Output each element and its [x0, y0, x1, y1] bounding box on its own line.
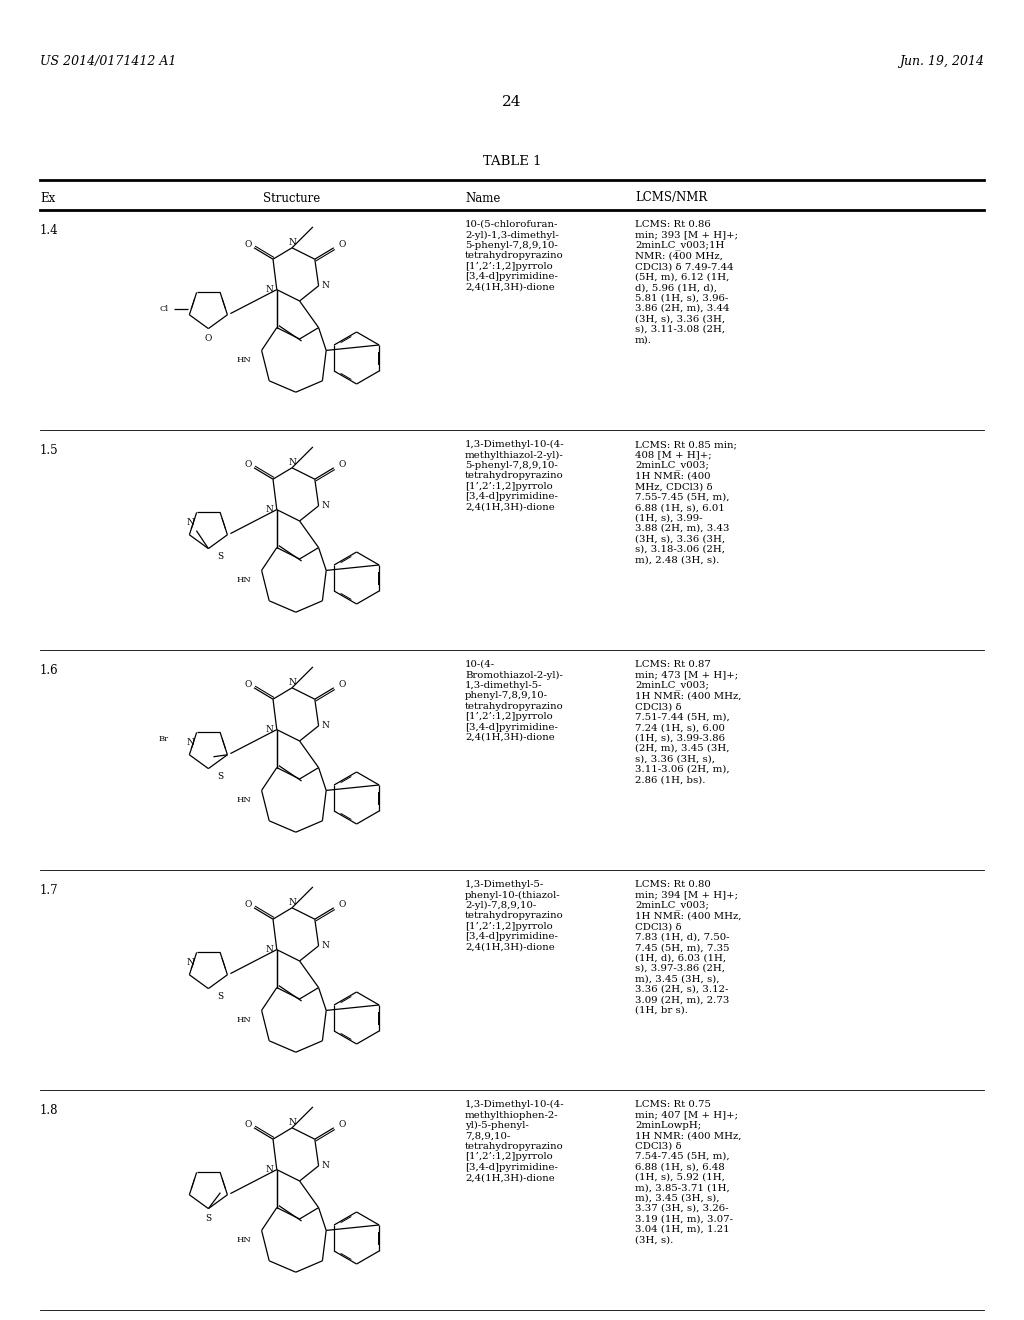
Text: S: S [206, 1214, 212, 1224]
Text: US 2014/0171412 A1: US 2014/0171412 A1 [40, 55, 176, 69]
Text: O: O [245, 461, 252, 470]
Text: HN: HN [237, 796, 251, 804]
Text: N: N [288, 899, 296, 907]
Text: N: N [288, 1118, 296, 1127]
Text: N: N [186, 519, 195, 527]
Text: 1.8: 1.8 [40, 1104, 58, 1117]
Text: N: N [322, 721, 330, 730]
Text: N: N [266, 506, 273, 513]
Text: 1.6: 1.6 [40, 664, 58, 677]
Text: 1.7: 1.7 [40, 884, 58, 898]
Text: O: O [338, 461, 345, 470]
Text: S: S [217, 993, 223, 1001]
Text: 1.5: 1.5 [40, 444, 58, 457]
Text: HN: HN [237, 577, 251, 585]
Text: 1.4: 1.4 [40, 224, 58, 238]
Text: O: O [338, 900, 345, 909]
Text: O: O [338, 680, 345, 689]
Text: LCMS: Rt 0.85 min;
408 [M + H]+;
2minLC_v003;
1H NMR: (400
MHz, CDCl3) δ
7.55-7.: LCMS: Rt 0.85 min; 408 [M + H]+; 2minLC_… [635, 440, 737, 564]
Text: 24: 24 [502, 95, 522, 110]
Text: HN: HN [237, 1237, 251, 1245]
Text: Br: Br [159, 735, 168, 743]
Text: N: N [288, 458, 296, 467]
Text: N: N [322, 281, 330, 290]
Text: N: N [266, 945, 273, 954]
Text: N: N [322, 941, 330, 950]
Text: 1,3-Dimethyl-10-(4-
methylthiazol-2-yl)-
5-phenyl-7,8,9,10-
tetrahydropyrazino
[: 1,3-Dimethyl-10-(4- methylthiazol-2-yl)-… [465, 440, 564, 512]
Text: HN: HN [237, 356, 251, 364]
Text: LCMS: Rt 0.86
min; 393 [M + H]+;
2minLC_v003;1H
NMR: (400 MHz,
CDCl3) δ 7.49-7.4: LCMS: Rt 0.86 min; 393 [M + H]+; 2minLC_… [635, 220, 738, 345]
Text: 10-(5-chlorofuran-
2-yl)-1,3-dimethyl-
5-phenyl-7,8,9,10-
tetrahydropyrazino
[1’: 10-(5-chlorofuran- 2-yl)-1,3-dimethyl- 5… [465, 220, 564, 292]
Text: O: O [245, 680, 252, 689]
Text: LCMS: Rt 0.87
min; 473 [M + H]+;
2minLC_v003;
1H NMR: (400 MHz,
CDCl3) δ
7.51-7.: LCMS: Rt 0.87 min; 473 [M + H]+; 2minLC_… [635, 660, 741, 784]
Text: O: O [245, 900, 252, 909]
Text: O: O [245, 1121, 252, 1130]
Text: O: O [205, 334, 212, 343]
Text: O: O [245, 240, 252, 249]
Text: N: N [186, 738, 195, 747]
Text: HN: HN [237, 1016, 251, 1024]
Text: 10-(4-
Bromothiazol-2-yl)-
1,3-dimethyl-5-
phenyl-7,8,9,10-
tetrahydropyrazino
[: 10-(4- Bromothiazol-2-yl)- 1,3-dimethyl-… [465, 660, 564, 742]
Text: Structure: Structure [263, 191, 321, 205]
Text: 1,3-Dimethyl-5-
phenyl-10-(thiazol-
2-yl)-7,8,9,10-
tetrahydropyrazino
[1’,2’:1,: 1,3-Dimethyl-5- phenyl-10-(thiazol- 2-yl… [465, 880, 564, 952]
Text: S: S [217, 772, 223, 781]
Text: S: S [217, 552, 223, 561]
Text: N: N [186, 958, 195, 968]
Text: Name: Name [465, 191, 501, 205]
Text: Jun. 19, 2014: Jun. 19, 2014 [899, 55, 984, 69]
Text: 1,3-Dimethyl-10-(4-
methylthiophen-2-
yl)-5-phenyl-
7,8,9,10-
tetrahydropyrazino: 1,3-Dimethyl-10-(4- methylthiophen-2- yl… [465, 1100, 564, 1183]
Text: LCMS: Rt 0.80
min; 394 [M + H]+;
2minLC_v003;
1H NMR: (400 MHz,
CDCl3) δ
7.83 (1: LCMS: Rt 0.80 min; 394 [M + H]+; 2minLC_… [635, 880, 741, 1015]
Text: N: N [266, 1166, 273, 1173]
Text: LCMS: Rt 0.75
min; 407 [M + H]+;
2minLowpH;
1H NMR: (400 MHz,
CDCl3) δ
7.54-7.45: LCMS: Rt 0.75 min; 407 [M + H]+; 2minLow… [635, 1100, 741, 1245]
Text: O: O [338, 1121, 345, 1130]
Text: LCMS/NMR: LCMS/NMR [635, 191, 708, 205]
Text: O: O [338, 240, 345, 249]
Text: N: N [288, 239, 296, 247]
Text: N: N [266, 725, 273, 734]
Text: N: N [266, 285, 273, 294]
Text: Ex: Ex [40, 191, 55, 205]
Text: TABLE 1: TABLE 1 [482, 154, 542, 168]
Text: Cl: Cl [160, 305, 168, 313]
Text: N: N [322, 1162, 330, 1171]
Text: N: N [322, 502, 330, 511]
Text: N: N [288, 678, 296, 688]
